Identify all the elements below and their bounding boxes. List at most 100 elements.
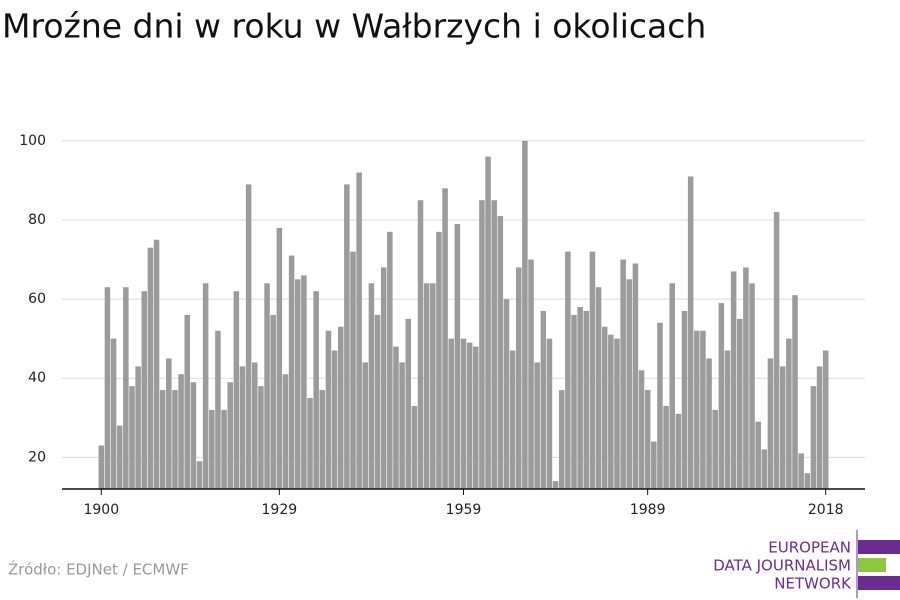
bar: [638, 370, 645, 489]
bar: [147, 247, 154, 489]
bar: [724, 350, 731, 489]
bar: [577, 307, 583, 489]
bar: [736, 318, 743, 489]
bar: [221, 409, 227, 489]
bar: [528, 259, 534, 489]
bar: [491, 200, 497, 489]
logo-bar: [858, 540, 900, 554]
bar: [509, 350, 516, 489]
bar: [515, 267, 522, 489]
bar: [411, 405, 418, 489]
bar: [104, 287, 111, 489]
bar: [350, 251, 356, 489]
bar: [552, 481, 559, 489]
bar: [651, 441, 657, 489]
logo: EUROPEAN DATA JOURNALISM NETWORK: [713, 530, 900, 598]
bar: [712, 409, 718, 489]
bar: [344, 184, 350, 489]
bar: [786, 338, 792, 489]
bar: [172, 390, 178, 489]
bar: [227, 382, 233, 489]
bar: [779, 366, 786, 489]
bar: [583, 310, 590, 489]
y-tick-label: 40: [28, 370, 46, 386]
bar: [804, 473, 811, 489]
bar: [442, 188, 448, 490]
bar: [110, 338, 117, 489]
bar: [448, 338, 454, 489]
bar: [503, 299, 510, 489]
bar: [430, 283, 436, 489]
y-tick-label: 80: [28, 212, 46, 228]
y-tick-label: 100: [19, 133, 46, 149]
bar: [282, 374, 289, 489]
bar: [325, 330, 332, 489]
bar: [620, 259, 626, 489]
bar: [675, 413, 682, 489]
bar: [368, 283, 375, 489]
bar: [159, 390, 166, 489]
bar: [571, 314, 577, 489]
logo-text: NETWORK: [774, 575, 852, 593]
bar: [706, 358, 712, 489]
bar: [626, 279, 633, 489]
bar: [687, 176, 694, 489]
bar: [822, 350, 829, 489]
bar: [196, 461, 203, 489]
bar: [479, 200, 485, 489]
bar: [98, 445, 105, 489]
bar: [166, 358, 172, 489]
source: Źródło: EDJNet / ECMWF: [8, 560, 189, 579]
x-tick-label: 1959: [446, 502, 482, 518]
bar: [497, 216, 504, 490]
bar: [301, 275, 307, 489]
chart-title: Mroźne dni w roku w Wałbrzych i okolicac…: [2, 7, 706, 46]
y-tick-label: 20: [28, 449, 46, 465]
bar: [773, 212, 780, 490]
bar: [522, 140, 528, 489]
bar: [632, 263, 639, 489]
x-tick-label: 2018: [808, 502, 844, 518]
bar: [798, 453, 804, 489]
bar: [816, 366, 823, 489]
bar: [485, 156, 491, 489]
bar: [767, 358, 774, 489]
bar: [215, 330, 221, 489]
bar: [264, 283, 270, 489]
bar: [792, 295, 798, 489]
bar: [743, 267, 749, 489]
bar: [362, 362, 369, 489]
bar: [178, 374, 184, 489]
bar: [565, 251, 571, 489]
bar: [601, 326, 608, 489]
bar: [307, 398, 313, 489]
bar: [614, 338, 620, 489]
bar: [184, 314, 191, 489]
bar: [337, 326, 344, 489]
y-tick-label: 60: [28, 291, 46, 307]
bar: [534, 362, 540, 489]
bar: [239, 366, 246, 489]
bar: [387, 231, 393, 489]
bar: [123, 287, 129, 489]
bar: [681, 310, 688, 489]
bar: [399, 362, 405, 489]
bar: [454, 223, 461, 489]
bar: [129, 386, 135, 489]
bar: [331, 350, 338, 489]
bar: [135, 366, 141, 489]
bar: [460, 338, 467, 489]
bar: [730, 271, 737, 489]
bar: [393, 346, 399, 489]
bar: [270, 314, 276, 489]
bar: [190, 382, 197, 489]
bar: [374, 314, 381, 489]
bar: [669, 283, 675, 489]
bar: [313, 291, 319, 489]
bar: [258, 386, 264, 489]
bar: [233, 291, 240, 489]
bar: [546, 338, 553, 489]
bar: [663, 405, 669, 489]
bar: [694, 330, 700, 489]
